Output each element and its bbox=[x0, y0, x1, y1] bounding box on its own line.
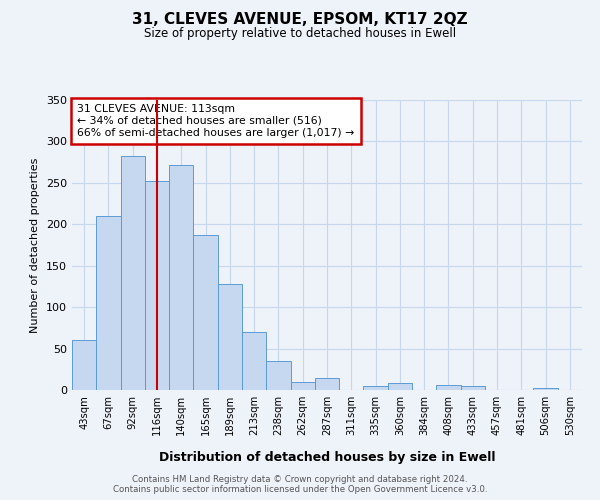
Bar bbox=[169, 164, 193, 390]
Bar bbox=[290, 382, 315, 390]
Text: Size of property relative to detached houses in Ewell: Size of property relative to detached ho… bbox=[144, 28, 456, 40]
Y-axis label: Number of detached properties: Number of detached properties bbox=[31, 158, 40, 332]
Bar bbox=[193, 235, 218, 390]
Bar bbox=[72, 340, 96, 390]
Bar bbox=[533, 388, 558, 390]
Bar bbox=[436, 385, 461, 390]
Bar bbox=[364, 386, 388, 390]
Bar bbox=[121, 156, 145, 390]
Text: 31 CLEVES AVENUE: 113sqm
← 34% of detached houses are smaller (516)
66% of semi-: 31 CLEVES AVENUE: 113sqm ← 34% of detach… bbox=[77, 104, 355, 138]
Bar bbox=[218, 284, 242, 390]
Text: Contains HM Land Registry data © Crown copyright and database right 2024.
Contai: Contains HM Land Registry data © Crown c… bbox=[113, 474, 487, 494]
Text: Distribution of detached houses by size in Ewell: Distribution of detached houses by size … bbox=[159, 451, 495, 464]
Bar bbox=[145, 181, 169, 390]
Bar bbox=[461, 386, 485, 390]
Bar bbox=[96, 216, 121, 390]
Bar bbox=[388, 382, 412, 390]
Bar bbox=[266, 361, 290, 390]
Bar bbox=[242, 332, 266, 390]
Text: 31, CLEVES AVENUE, EPSOM, KT17 2QZ: 31, CLEVES AVENUE, EPSOM, KT17 2QZ bbox=[132, 12, 468, 28]
Bar bbox=[315, 378, 339, 390]
